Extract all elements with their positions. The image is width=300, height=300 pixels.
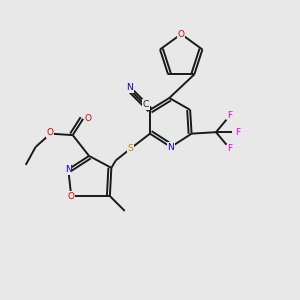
Text: F: F bbox=[227, 144, 232, 153]
Text: S: S bbox=[128, 144, 134, 153]
Text: O: O bbox=[68, 192, 75, 201]
Text: F: F bbox=[227, 111, 232, 120]
Text: F: F bbox=[235, 128, 240, 137]
Text: N: N bbox=[167, 142, 174, 152]
Text: O: O bbox=[178, 30, 185, 39]
Text: N: N bbox=[65, 165, 72, 174]
Text: C: C bbox=[143, 100, 149, 109]
Text: N: N bbox=[126, 83, 133, 92]
Text: O: O bbox=[46, 128, 53, 137]
Text: O: O bbox=[85, 114, 92, 123]
